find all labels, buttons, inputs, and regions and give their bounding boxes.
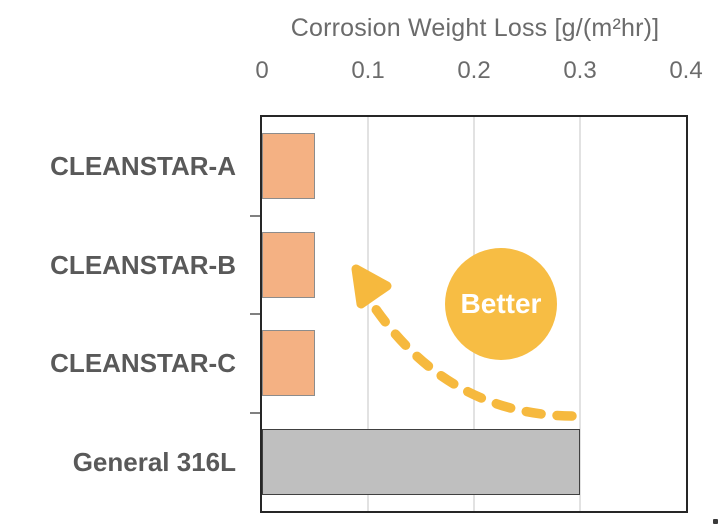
- bar-cleanstar-b: [262, 231, 315, 298]
- x-tick-label: 0.1: [351, 57, 385, 84]
- category-label: General 316L: [72, 446, 236, 477]
- category-label: CLEANSTAR-C: [50, 348, 236, 379]
- bar-cleanstar-a: [262, 133, 315, 200]
- x-axis-tick-labels: 0 0.1 0.2 0.3 0.4: [0, 57, 720, 87]
- y-axis-tick: [250, 214, 260, 217]
- stray-dot: [713, 519, 718, 524]
- bar-cleanstar-c: [262, 330, 315, 397]
- category-label: CLEANSTAR-B: [50, 249, 236, 280]
- x-tick-label: 0.3: [563, 57, 597, 84]
- better-label: Better: [460, 288, 542, 319]
- y-axis-tick: [250, 313, 260, 315]
- x-tick-label: 0.4: [669, 57, 703, 84]
- category-label: CLEANSTAR-A: [50, 151, 236, 182]
- better-badge: Better: [445, 248, 557, 360]
- y-axis-tick: [250, 411, 260, 414]
- x-tick-label: 0: [255, 57, 269, 84]
- bar-general-316l: [262, 428, 580, 495]
- chart-title: Corrosion Weight Loss [g/(m²hr)]: [290, 14, 660, 42]
- gridline: [579, 117, 581, 511]
- x-tick-label: 0.2: [457, 57, 491, 84]
- gridline: [367, 117, 369, 511]
- plot-area: [250, 115, 688, 513]
- category-axis-labels: CLEANSTAR-A CLEANSTAR-B CLEANSTAR-C General…: [0, 115, 238, 513]
